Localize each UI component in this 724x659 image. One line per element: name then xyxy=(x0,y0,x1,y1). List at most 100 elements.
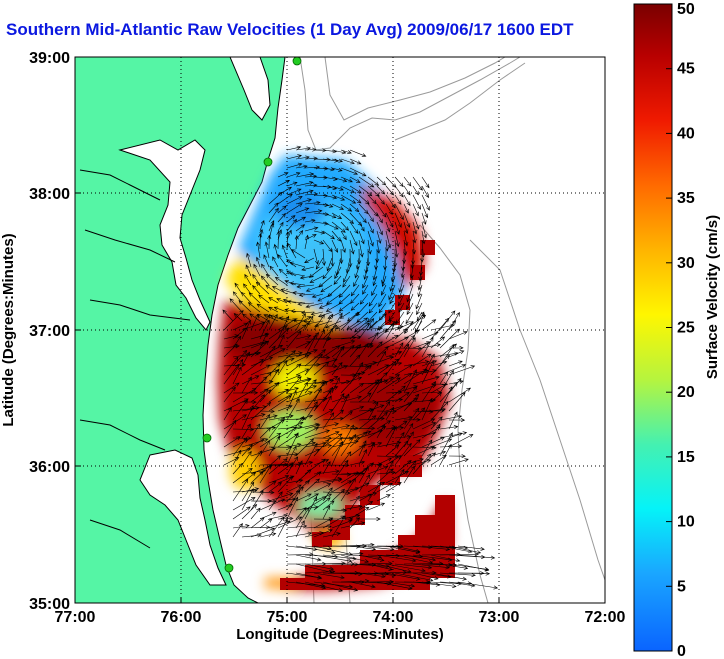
velocity-arrow xyxy=(412,185,419,196)
velocity-arrow xyxy=(358,203,369,215)
velocity-arrow xyxy=(378,293,387,308)
velocity-arrow xyxy=(304,218,316,223)
velocity-arrow xyxy=(304,183,318,188)
velocity-arrow xyxy=(367,194,377,205)
velocity-arrow xyxy=(268,357,295,367)
velocity-arrow xyxy=(223,363,240,385)
velocity-arrow xyxy=(412,375,440,385)
velocity-arrow xyxy=(331,185,344,191)
x-tick-label: 74:00 xyxy=(373,609,414,626)
velocity-arrow xyxy=(384,239,389,252)
velocity-arrow xyxy=(448,454,466,459)
velocity-arrow xyxy=(421,319,437,331)
velocity-arrow xyxy=(421,581,457,589)
velocity-arrow xyxy=(340,472,359,484)
velocity-arrow xyxy=(448,434,474,448)
chart-title: Southern Mid-Atlantic Raw Velocities (1 … xyxy=(6,20,574,39)
velocity-arrow xyxy=(403,554,437,562)
velocity-arrow xyxy=(358,440,367,457)
velocity-arrow xyxy=(358,474,371,493)
velocity-arrow xyxy=(241,488,254,511)
velocity-arrow xyxy=(286,172,301,178)
velocity-arrow xyxy=(288,271,306,277)
velocity-arrow xyxy=(367,331,379,349)
velocity-arrow xyxy=(358,493,373,502)
velocity-arrow xyxy=(367,313,387,331)
velocity-arrow xyxy=(255,281,270,295)
velocity-arrow xyxy=(286,363,302,376)
velocity-arrow xyxy=(385,470,410,484)
velocity-arrow xyxy=(241,525,271,530)
velocity-arrow xyxy=(295,378,312,385)
velocity-arrow xyxy=(259,455,282,475)
velocity-arrow xyxy=(394,431,405,448)
velocity-arrow xyxy=(358,318,375,340)
x-tick-label: 75:00 xyxy=(267,609,308,626)
velocity-arrow xyxy=(340,477,356,502)
velocity-arrow xyxy=(376,581,413,591)
velocity-arrow xyxy=(277,315,289,340)
velocity-arrow xyxy=(268,458,288,475)
velocity-arrow xyxy=(241,450,252,466)
velocity-arrow xyxy=(313,436,333,441)
velocity-arrow xyxy=(259,427,272,439)
velocity-arrow xyxy=(439,572,476,578)
grid xyxy=(75,57,605,603)
velocity-arrow xyxy=(367,401,379,421)
velocity-arrow xyxy=(339,311,351,319)
velocity-arrow xyxy=(295,427,319,439)
velocity-arrow xyxy=(241,481,255,502)
velocity-arrow xyxy=(256,313,270,322)
velocity-arrow xyxy=(381,284,387,296)
velocity-arrow xyxy=(249,313,261,322)
velocity-arrow xyxy=(222,309,234,322)
velocity-arrow xyxy=(241,400,257,405)
colorbar-tick-label: 50 xyxy=(677,1,695,18)
velocity-arrow xyxy=(448,432,463,439)
velocity-arrow xyxy=(322,433,343,448)
velocity-arrow xyxy=(340,395,362,403)
velocity-arrow xyxy=(402,248,407,265)
velocity-arrow xyxy=(304,156,318,161)
velocity-arrow xyxy=(277,475,294,493)
colorbar-tick-label: 5 xyxy=(677,578,686,595)
velocity-arrow xyxy=(286,181,298,187)
velocity-arrow xyxy=(331,345,345,367)
velocity-arrow xyxy=(349,203,360,213)
velocity-arrow xyxy=(277,350,296,367)
velocity-arrow xyxy=(457,554,496,560)
velocity-arrow xyxy=(430,317,450,340)
velocity-arrow xyxy=(331,312,343,331)
velocity-arrow xyxy=(223,334,240,340)
velocity-arrow xyxy=(268,297,279,304)
velocity-arrow xyxy=(258,294,270,304)
velocity-arrow xyxy=(286,145,302,151)
velocity-arrow xyxy=(322,376,339,385)
velocity-arrow xyxy=(322,345,341,358)
velocity-arrow xyxy=(412,409,434,414)
velocity-arrow xyxy=(340,230,347,241)
velocity-arrow xyxy=(375,248,380,264)
velocity-arrow xyxy=(320,284,333,293)
velocity-arrow xyxy=(439,369,454,394)
velocity-arrow xyxy=(313,314,325,331)
velocity-arrow xyxy=(331,515,346,538)
colorbar-tick-label: 0 xyxy=(677,643,686,659)
velocity-arrow xyxy=(295,216,307,223)
velocity-arrow xyxy=(304,174,318,179)
colorbar-tick-label: 40 xyxy=(677,125,695,142)
velocity-arrow xyxy=(241,438,269,448)
velocity-arrow xyxy=(358,185,373,197)
velocity-arrow xyxy=(255,256,261,268)
velocity-arrow xyxy=(232,478,249,502)
velocity-arrow xyxy=(304,429,331,439)
velocity-arrow xyxy=(232,366,242,385)
velocity-arrow xyxy=(340,194,357,204)
velocity-arrow xyxy=(250,376,268,394)
velocity-arrow xyxy=(286,218,297,232)
velocity-arrow xyxy=(259,464,272,484)
velocity-arrow xyxy=(349,399,377,404)
velocity-arrow xyxy=(246,252,252,268)
velocity-arrow xyxy=(376,230,382,244)
velocity-arrow xyxy=(403,407,420,430)
